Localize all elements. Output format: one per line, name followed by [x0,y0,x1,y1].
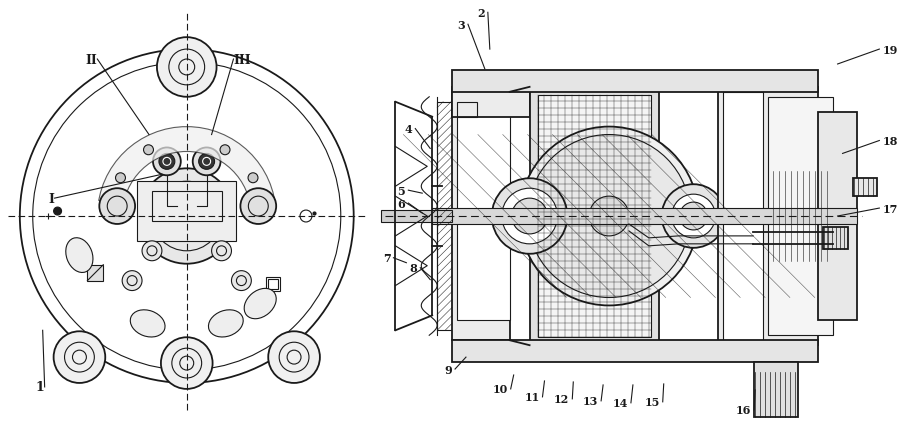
Ellipse shape [66,238,93,273]
Text: 17: 17 [882,203,898,214]
Circle shape [240,189,276,224]
Bar [381,211,452,223]
Text: 2: 2 [477,8,485,19]
Text: 9: 9 [444,364,452,374]
Ellipse shape [244,289,276,319]
Bar [452,88,529,117]
Bar [718,88,818,346]
Bar [452,92,510,340]
Circle shape [143,145,153,155]
Ellipse shape [130,310,165,337]
Bar [529,88,659,346]
Bar [457,102,477,117]
Circle shape [172,201,201,231]
Circle shape [157,38,216,98]
Bar [88,265,103,281]
Circle shape [122,271,142,291]
Circle shape [248,173,258,184]
Text: 13: 13 [583,396,598,406]
Bar [152,192,222,222]
Circle shape [519,127,699,306]
Circle shape [220,145,230,155]
Text: 14: 14 [613,397,628,408]
Bar [818,113,857,321]
Circle shape [99,189,135,224]
Text: 8: 8 [409,263,418,274]
Circle shape [182,212,191,222]
Bar [822,227,847,249]
Circle shape [662,185,725,248]
Text: II: II [86,53,97,67]
Bar [768,98,833,336]
Ellipse shape [209,310,243,337]
Circle shape [199,154,214,170]
Circle shape [672,195,715,238]
Text: 3: 3 [457,20,465,31]
Polygon shape [99,127,274,205]
Circle shape [512,199,547,234]
Bar [754,362,797,417]
Circle shape [116,173,126,184]
Text: III: III [234,53,251,67]
Bar [432,208,857,224]
Circle shape [153,148,181,176]
Circle shape [54,208,62,215]
Bar [452,71,818,92]
Text: 18: 18 [882,136,898,147]
Circle shape [268,332,320,383]
Text: 1: 1 [36,381,44,393]
Circle shape [232,271,251,291]
Text: 7: 7 [383,253,391,264]
Bar [137,182,237,241]
Circle shape [212,241,232,261]
Text: 11: 11 [524,392,540,403]
Bar [457,113,510,321]
Bar [538,95,650,337]
Circle shape [492,179,567,254]
Circle shape [680,203,708,230]
Text: 15: 15 [644,396,660,407]
Circle shape [590,197,629,237]
Bar [266,277,280,291]
Text: 19: 19 [882,45,898,56]
Text: 6: 6 [397,198,406,209]
Circle shape [142,241,162,261]
Bar [723,92,763,340]
Bar [437,102,452,331]
Text: 4: 4 [405,124,412,135]
Circle shape [159,154,175,170]
Text: 5: 5 [397,185,406,196]
Bar [452,340,818,362]
Text: 10: 10 [492,384,507,395]
Bar [268,279,278,289]
Text: 16: 16 [736,404,751,415]
Circle shape [54,332,105,383]
Text: 12: 12 [554,393,569,404]
Circle shape [528,135,690,298]
Bar [853,179,878,197]
Circle shape [139,169,235,264]
Text: I: I [49,192,55,205]
Circle shape [502,189,557,244]
Circle shape [161,337,213,389]
Circle shape [193,148,221,176]
